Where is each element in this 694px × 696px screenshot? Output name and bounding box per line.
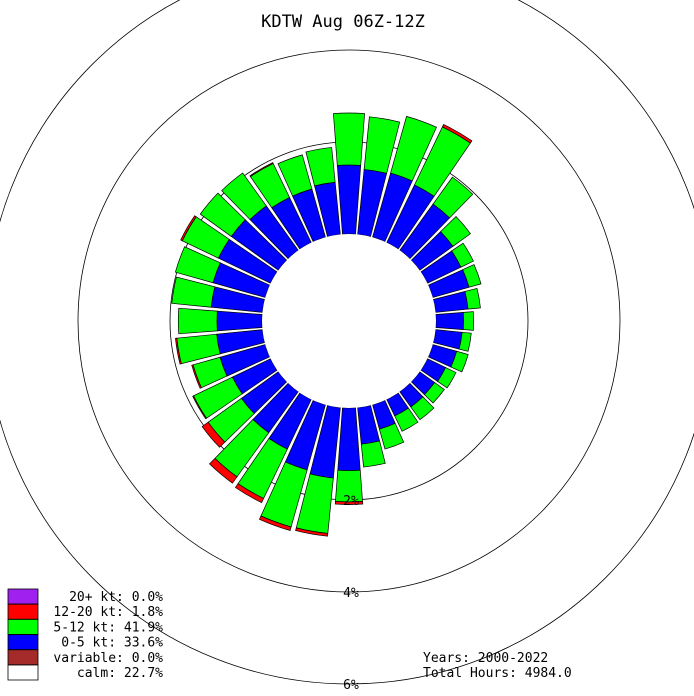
bar-dir-250-series-2 — [191, 364, 202, 389]
bar-dir-80-series-1 — [464, 287, 481, 310]
radial-tick-label-1: 2% — [343, 494, 359, 509]
chart-title: KDTW Aug 06Z-12Z — [261, 12, 425, 32]
legend-label-5: calm: 22.7% — [77, 666, 163, 681]
bar-dir-160-series-1 — [378, 422, 405, 450]
legend-label-4: variable: 0.0% — [53, 651, 163, 666]
bar-dir-270-series-1 — [177, 307, 218, 335]
radial-tick-labels: 2% 4% 6% — [343, 494, 359, 693]
bar-dir-320-series-1 — [221, 172, 267, 221]
bar-dir-330-series-2 — [249, 162, 274, 178]
grid-ring-2 — [77, 49, 621, 593]
bar-dir-190-series-2 — [295, 527, 329, 537]
bar-dir-260-series-2 — [175, 337, 182, 365]
legend-swatch-3 — [7, 634, 39, 650]
legend-label-0: 20+ kt: 0.0% — [69, 590, 163, 605]
legend-label-1: 12-20 kt: 1.8% — [53, 605, 163, 620]
bar-dir-310-series-1 — [199, 192, 246, 237]
bar-dir-120-series-1 — [437, 367, 457, 389]
bar-dir-100-series-1 — [458, 331, 472, 352]
bar-dir-0-series-0 — [336, 164, 362, 235]
calm-center — [262, 234, 436, 408]
bar-dir-230-series-2 — [201, 421, 226, 448]
bar-dir-210-series-2 — [234, 483, 265, 504]
bar-dir-220-series-2 — [209, 457, 238, 484]
radial-tick-label-2: 4% — [343, 586, 359, 601]
legend-label-2: 5-12 kt: 41.9% — [53, 620, 163, 635]
legend-swatch-2 — [7, 619, 39, 635]
bar-dir-60-series-1 — [451, 242, 474, 268]
bar-dir-240-series-2 — [192, 395, 207, 420]
bar-dir-300-series-2 — [180, 215, 197, 242]
bar-dir-350-series-1 — [305, 147, 336, 187]
bar-dir-10-series-1 — [363, 116, 401, 174]
bar-dir-130-series-1 — [423, 382, 445, 404]
total-hours-text: Total Hours: 4984.0 — [423, 666, 572, 681]
bar-dir-30-series-2 — [441, 124, 473, 144]
bar-dir-20-series-1 — [390, 115, 437, 182]
bar-dir-340-series-1 — [277, 154, 313, 197]
bar-dir-280-series-1 — [171, 276, 216, 308]
years-text: Years: 2000-2022 — [423, 651, 548, 666]
bar-dir-90-series-0 — [435, 312, 464, 330]
legend-label-3: 0-5 kt: 33.6% — [61, 636, 163, 651]
bar-dir-140-series-1 — [410, 396, 435, 421]
legend-swatch-4 — [7, 649, 39, 666]
bar-dir-40-series-1 — [432, 176, 474, 219]
bar-dir-290-series-1 — [174, 246, 221, 284]
bar-dir-170-series-1 — [360, 440, 386, 468]
bar-dir-150-series-1 — [394, 407, 419, 432]
bar-dir-180-series-2 — [334, 500, 364, 505]
legend-swatch-0 — [7, 588, 39, 605]
radial-tick-label-3: 6% — [343, 678, 359, 693]
legend-swatch-5 — [7, 664, 39, 681]
legend-swatch-1 — [7, 603, 39, 620]
bar-dir-270-series-0 — [216, 310, 263, 332]
bar-dir-110-series-1 — [450, 350, 469, 373]
bar-dir-200-series-2 — [258, 515, 292, 531]
bar-dir-180-series-0 — [337, 407, 361, 471]
bar-dir-50-series-1 — [440, 216, 471, 247]
bar-dir-0-series-1 — [333, 112, 365, 166]
legend: 20+ kt: 0.0%12-20 kt: 1.8%5-12 kt: 41.9%… — [7, 588, 163, 681]
bar-dir-90-series-1 — [462, 311, 475, 331]
bar-dir-70-series-1 — [462, 264, 482, 288]
wind-bars — [171, 112, 482, 537]
